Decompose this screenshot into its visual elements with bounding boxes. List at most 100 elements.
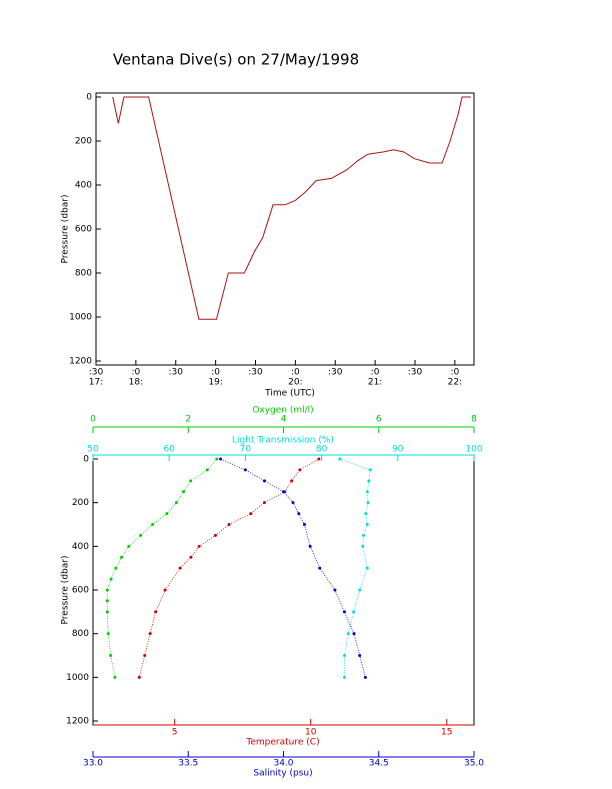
profile-point [290, 479, 294, 483]
profile-point [215, 457, 219, 461]
y-tick-label: 600 [72, 586, 89, 596]
profile-point [154, 610, 158, 614]
profile-point [358, 654, 362, 657]
profile-point [249, 512, 253, 516]
profile-point [109, 654, 113, 657]
y-tick-label: 800 [75, 269, 92, 279]
x-tick-label: :0 [371, 368, 380, 378]
profile-point [342, 654, 346, 657]
x-tick-label: 6 [376, 415, 382, 425]
profile-point [205, 468, 209, 472]
profile-point [105, 610, 109, 614]
x-tick-label: :30 [248, 368, 263, 378]
x-tick-label: 50 [87, 445, 99, 455]
plot-frame [92, 454, 475, 726]
x-tick-label: 15 [441, 728, 452, 738]
y-axis-label: Pressure (dbar) [61, 556, 71, 625]
profile-point [298, 468, 302, 472]
y-tick-label: 400 [72, 542, 89, 552]
x-tick-label: :30 [408, 368, 423, 378]
y-tick-label: 0 [83, 455, 89, 465]
profile-point [282, 490, 285, 494]
x-tick-label: 90 [392, 445, 404, 455]
x-tick-label: 18: [129, 378, 143, 388]
x-axis-label: Oxygen (ml/l) [252, 406, 313, 416]
x-tick-label: 0 [90, 415, 96, 425]
x-tick-label: :0 [291, 368, 300, 378]
y-tick-label: 200 [75, 137, 92, 147]
x-tick-label: 19: [208, 378, 222, 388]
profile-point [189, 555, 193, 559]
profile-point [346, 632, 350, 636]
profile-point [106, 632, 110, 636]
profile-point [120, 555, 124, 559]
x-tick-label: 20: [288, 378, 302, 388]
x-tick-label: 10 [305, 728, 317, 738]
profile-point [367, 479, 371, 483]
x-tick-label: 34.5 [369, 759, 389, 769]
y-tick-label: 200 [72, 498, 89, 508]
profile-point [333, 588, 337, 592]
x-tick-label: 2 [185, 415, 191, 425]
y-tick-label: 0 [86, 93, 92, 103]
x-tick-label: 34.0 [273, 759, 293, 769]
profile-point [105, 599, 109, 603]
profile-point [137, 675, 141, 679]
y-tick-label: 600 [75, 225, 92, 235]
profile-point [361, 544, 365, 548]
profile-point [151, 523, 155, 526]
profile-point [113, 675, 117, 679]
chart-title: Ventana Dive(s) on 27/May/1998 [113, 51, 359, 69]
profile-point [318, 566, 322, 570]
y-tick-label: 1000 [66, 673, 89, 683]
x-axis-label: Light Transmission (%) [232, 436, 334, 446]
x-tick-label: 17: [89, 378, 103, 388]
profile-line [339, 458, 371, 678]
profile-point [342, 675, 346, 679]
x-tick-label: 80 [316, 445, 328, 455]
profile-point [317, 457, 321, 461]
x-tick-label: :30 [328, 368, 343, 378]
profile-point [342, 610, 346, 614]
profile-point [308, 544, 312, 548]
profile-point [365, 490, 369, 494]
profile-point [178, 566, 182, 570]
profile-point [364, 512, 368, 516]
x-tick-label: 100 [465, 445, 482, 455]
profile-point [302, 523, 306, 526]
x-tick-label: 60 [163, 445, 175, 455]
profile-point [127, 544, 131, 548]
profile-point [297, 512, 301, 516]
profile-point [189, 479, 193, 483]
profile-point [338, 457, 342, 461]
x-axis-label: Temperature (C) [245, 738, 319, 748]
pressure-line [112, 96, 471, 320]
y-tick-label: 1200 [66, 717, 89, 727]
x-tick-label: :0 [131, 368, 140, 378]
profile-point [114, 566, 118, 570]
profile-point [213, 533, 217, 537]
x-tick-label: 21: [368, 378, 382, 388]
profile-point [352, 610, 356, 614]
profile-point [362, 533, 366, 537]
x-tick-label: 33.5 [178, 759, 198, 769]
x-tick-label: 4 [281, 415, 287, 425]
x-tick-label: :0 [450, 368, 459, 378]
profile-point [366, 501, 370, 505]
profile-point [219, 457, 223, 461]
y-tick-label: 800 [72, 629, 89, 639]
profile-point [262, 479, 266, 483]
profile-point [139, 533, 143, 537]
profile-point [197, 544, 201, 548]
x-axis-label: Time (UTC) [264, 389, 315, 399]
profile-point [109, 577, 113, 581]
profile-point [365, 523, 369, 526]
profile-point [363, 675, 367, 679]
x-tick-label: 8 [471, 415, 477, 425]
x-tick-label: 70 [240, 445, 252, 455]
x-tick-label: 5 [172, 728, 178, 738]
x-tick-label: 22: [448, 378, 462, 388]
x-tick-label: 33.0 [83, 759, 103, 769]
profile-point [262, 501, 266, 505]
